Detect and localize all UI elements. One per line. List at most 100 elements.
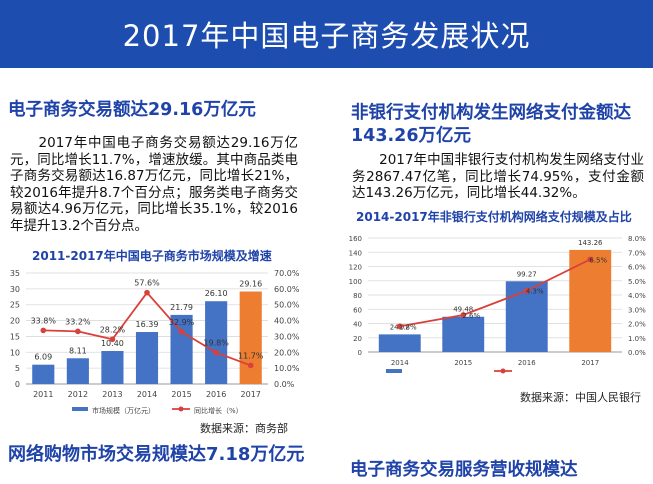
y-tick-label: 25 <box>10 301 20 310</box>
growth-point <box>247 362 254 369</box>
y2-tick-label: 50.0% <box>274 301 300 310</box>
chart1-title: 2011-2017年中国电子商务市场规模及增速 <box>32 249 272 263</box>
left-heading: 电子商务交易额达29.16万亿元 <box>8 100 256 120</box>
growth-point <box>213 349 219 356</box>
legend-bar-swatch <box>386 369 402 373</box>
y-tick-label: 35 <box>10 269 20 278</box>
y-tick-label: 100 <box>349 278 362 286</box>
x-tick-label: 2015 <box>454 359 472 367</box>
x-tick-label: 2012 <box>68 390 88 399</box>
growth-label: 33.2% <box>65 317 91 326</box>
growth-point <box>75 328 81 335</box>
y-tick-label: 120 <box>349 264 362 272</box>
y2-tick-label: 10.0% <box>274 364 300 373</box>
y-tick-label: 140 <box>349 249 362 257</box>
y-tick-label: 160 <box>349 235 362 243</box>
growth-label: 4.3% <box>526 288 544 296</box>
y-tick-label: 20 <box>10 317 20 326</box>
chart2-source: 数据来源：中国人民银行 <box>520 391 641 404</box>
growth-line <box>399 258 591 328</box>
bar <box>101 351 124 384</box>
growth-point <box>144 289 150 296</box>
right-paragraph: 2017年中国非银行支付机构发生网络支付业务2867.47亿笔，同比增长74.9… <box>352 152 644 201</box>
y-tick-label: 5 <box>15 364 20 373</box>
bar <box>569 249 612 352</box>
x-tick-label: 2014 <box>137 390 157 399</box>
bar <box>205 301 228 384</box>
growth-point <box>178 329 185 335</box>
title-banner: 2017年中国电子商务发展状况 <box>0 0 653 68</box>
y-tick-label: 15 <box>10 332 20 341</box>
bar-value-label: 29.16 <box>239 280 262 289</box>
growth-label: 2.6% <box>462 312 480 320</box>
bar-value-label: 99.27 <box>517 270 537 278</box>
page-title: 2017年中国电子商务发展状况 <box>122 19 531 53</box>
growth-label: 6.5% <box>589 256 607 264</box>
growth-label: 57.6% <box>134 279 160 288</box>
bar-value-label: 10.40 <box>101 339 124 348</box>
bar-value-label: 26.10 <box>205 289 228 298</box>
x-tick-label: 2016 <box>518 359 536 367</box>
y-tick-label: 0 <box>15 380 20 389</box>
bar-value-label: 16.39 <box>136 320 159 329</box>
y-tick-label: 20 <box>353 335 362 343</box>
growth-point <box>460 312 467 318</box>
legend-line-marker <box>178 406 184 412</box>
growth-point <box>109 336 116 343</box>
y-tick-label: 60 <box>353 306 362 314</box>
right-bottom-heading: 电子商务交易服务营收规模达 <box>350 460 578 480</box>
y-tick-label: 0 <box>358 349 362 357</box>
growth-point <box>40 327 47 334</box>
legend-line-label: 同比增长（%） <box>194 406 243 415</box>
y2-tick-label: 1.0% <box>628 335 646 343</box>
right-heading: 非银行支付机构发生网络支付金额达143.26万亿元 <box>351 103 631 146</box>
bar-value-label: 21.79 <box>170 303 193 312</box>
growth-label: 1.8% <box>399 323 417 331</box>
legend-line-marker <box>500 368 506 374</box>
y2-tick-label: 8.0% <box>628 235 646 243</box>
x-tick-label: 2013 <box>102 390 122 399</box>
y2-tick-label: 4.0% <box>628 292 646 300</box>
growth-label: 32.9% <box>169 318 195 327</box>
x-tick-label: 2016 <box>206 390 226 399</box>
bar-value-label: 143.26 <box>578 239 603 247</box>
growth-point <box>587 256 594 263</box>
x-tick-label: 2017 <box>241 390 261 399</box>
y-tick-label: 80 <box>353 292 362 300</box>
x-tick-label: 2014 <box>391 359 409 367</box>
growth-label: 19.8% <box>203 339 229 348</box>
y2-tick-label: 60.0% <box>274 285 300 294</box>
bar <box>442 316 485 352</box>
growth-label: 33.8% <box>31 316 57 325</box>
y2-tick-label: 70.0% <box>274 269 300 278</box>
bar <box>32 364 55 384</box>
y2-tick-label: 0.0% <box>274 380 295 389</box>
growth-point <box>523 287 530 294</box>
legend-bar-swatch <box>72 407 88 411</box>
y2-tick-label: 3.0% <box>628 306 646 314</box>
bar <box>239 291 262 384</box>
x-tick-label: 2017 <box>581 359 599 367</box>
y-tick-label: 30 <box>10 285 20 294</box>
y2-tick-label: 6.0% <box>628 264 646 272</box>
bar <box>66 358 89 384</box>
left-paragraph: 2017年中国电子商务交易额达29.16万亿元，同比增长11.7%，增速放缓。其… <box>10 135 298 234</box>
x-tick-label: 2015 <box>171 390 191 399</box>
bar-value-label: 6.09 <box>34 353 52 362</box>
growth-label: 11.7% <box>238 351 264 360</box>
growth-point <box>396 323 403 330</box>
y2-tick-label: 2.0% <box>628 321 646 329</box>
bar-value-label: 49.48 <box>453 306 473 314</box>
left-bottom-heading: 网络购物市场交易规模达7.18万亿元 <box>8 444 305 465</box>
y2-tick-label: 20.0% <box>274 348 300 357</box>
y2-tick-label: 40.0% <box>274 317 300 326</box>
y-tick-label: 10 <box>10 348 20 357</box>
y2-tick-label: 0.0% <box>628 349 646 357</box>
bar <box>378 334 421 352</box>
legend-bar-label: 市场规模（万亿元） <box>92 406 155 415</box>
chart2-title: 2014-2017年非银行支付机构网络支付规模及占比 <box>356 210 632 224</box>
bar <box>135 332 159 384</box>
bar-value-label: 8.11 <box>69 346 87 355</box>
